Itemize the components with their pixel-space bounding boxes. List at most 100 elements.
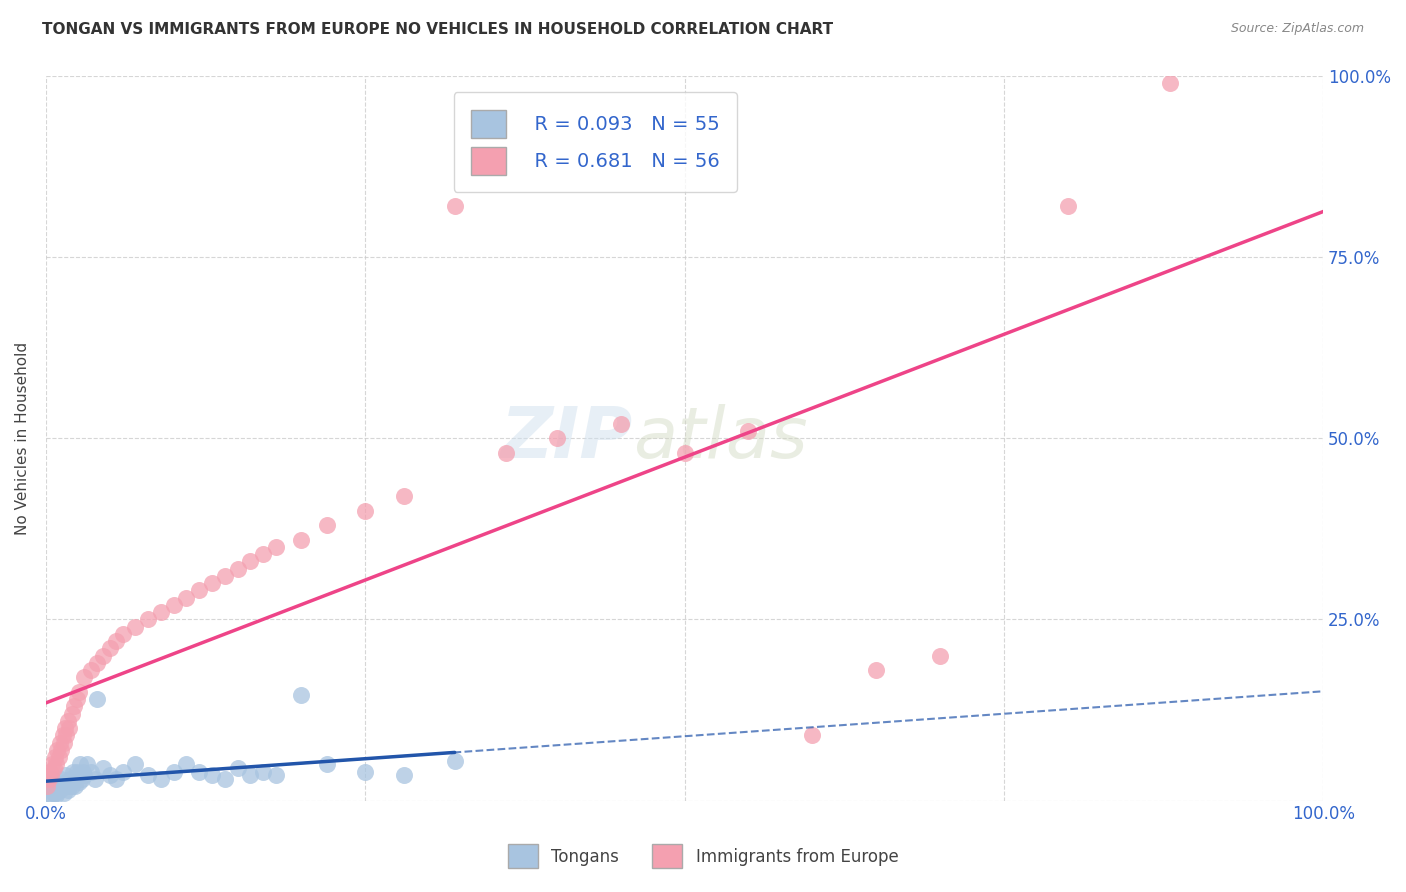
Point: [73, 768, 96, 782]
Point: [163, 598, 186, 612]
Text: Source: ZipAtlas.com: Source: ZipAtlas.com: [1230, 22, 1364, 36]
Point: [52, 728, 75, 742]
Point: [60, 706, 83, 721]
Point: [44, 775, 66, 789]
Point: [37, 779, 59, 793]
Point: [49, 736, 72, 750]
Point: [149, 605, 172, 619]
Point: [56, 782, 79, 797]
Text: atlas: atlas: [634, 403, 808, 473]
Point: [41, 772, 63, 786]
Point: [111, 764, 134, 779]
Text: TONGAN VS IMMIGRANTS FROM EUROPE NO VEHICLES IN HOUSEHOLD CORRELATION CHART: TONGAN VS IMMIGRANTS FROM EUROPE NO VEHI…: [42, 22, 834, 37]
Point: [46, 743, 69, 757]
Point: [443, 754, 465, 768]
Point: [264, 540, 287, 554]
Point: [105, 772, 128, 786]
Point: [46, 785, 69, 799]
Point: [86, 692, 108, 706]
Point: [93, 648, 115, 663]
Point: [111, 627, 134, 641]
Legend: Tongans, Immigrants from Europe: Tongans, Immigrants from Europe: [501, 838, 905, 875]
Point: [67, 775, 90, 789]
Point: [136, 612, 159, 626]
Point: [51, 772, 73, 786]
Point: [38, 764, 60, 779]
Point: [48, 750, 70, 764]
Point: [149, 772, 172, 786]
Point: [176, 591, 198, 605]
Point: [79, 764, 101, 779]
Point: [188, 764, 211, 779]
Point: [214, 772, 236, 786]
Point: [70, 772, 93, 786]
Point: [264, 768, 287, 782]
Point: [39, 789, 62, 804]
Point: [69, 757, 91, 772]
Point: [226, 561, 249, 575]
Point: [673, 445, 696, 459]
Point: [58, 779, 80, 793]
Point: [45, 788, 67, 802]
Point: [1159, 76, 1181, 90]
Point: [1056, 199, 1078, 213]
Point: [42, 761, 65, 775]
Point: [53, 721, 76, 735]
Point: [201, 576, 224, 591]
Point: [51, 743, 73, 757]
Point: [865, 663, 887, 677]
Point: [176, 757, 198, 772]
Point: [546, 431, 568, 445]
Y-axis label: No Vehicles in Household: No Vehicles in Household: [15, 342, 30, 534]
Point: [53, 768, 76, 782]
Point: [201, 768, 224, 782]
Point: [105, 634, 128, 648]
Point: [252, 547, 274, 561]
Point: [354, 764, 377, 779]
Point: [290, 533, 312, 547]
Point: [49, 782, 72, 797]
Point: [52, 779, 75, 793]
Point: [42, 786, 65, 800]
Point: [38, 772, 60, 786]
Point: [929, 648, 952, 663]
Legend:   R = 0.093   N = 55,   R = 0.681   N = 56: R = 0.093 N = 55, R = 0.681 N = 56: [454, 93, 737, 193]
Point: [188, 583, 211, 598]
Point: [226, 761, 249, 775]
Point: [79, 663, 101, 677]
Point: [93, 761, 115, 775]
Point: [239, 768, 262, 782]
Text: ZIP: ZIP: [501, 403, 634, 473]
Point: [38, 779, 60, 793]
Point: [737, 424, 759, 438]
Point: [316, 757, 339, 772]
Point: [59, 772, 82, 786]
Point: [55, 775, 77, 789]
Point: [48, 779, 70, 793]
Point: [392, 489, 415, 503]
Point: [136, 768, 159, 782]
Point: [52, 786, 75, 800]
Point: [73, 670, 96, 684]
Point: [45, 757, 67, 772]
Point: [98, 768, 121, 782]
Point: [392, 768, 415, 782]
Point: [62, 764, 84, 779]
Point: [443, 199, 465, 213]
Point: [56, 714, 79, 728]
Point: [58, 721, 80, 735]
Point: [72, 764, 94, 779]
Point: [239, 554, 262, 568]
Point: [76, 757, 98, 772]
Point: [124, 757, 146, 772]
Point: [316, 518, 339, 533]
Point: [495, 445, 517, 459]
Point: [63, 772, 86, 786]
Point: [66, 768, 89, 782]
Point: [98, 641, 121, 656]
Point: [38, 782, 60, 797]
Point: [65, 692, 87, 706]
Point: [163, 764, 186, 779]
Point: [65, 764, 87, 779]
Point: [52, 736, 75, 750]
